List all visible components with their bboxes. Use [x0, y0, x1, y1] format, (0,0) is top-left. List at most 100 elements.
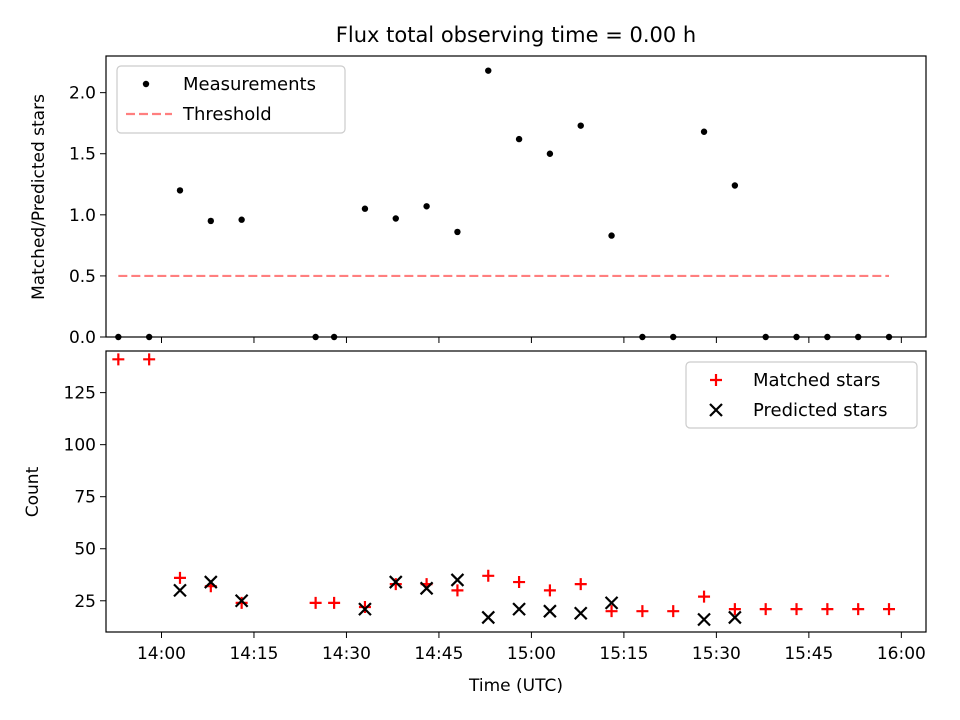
matched-star-point: [852, 603, 865, 616]
predicted-star-point: [358, 602, 372, 616]
matched-star-point: [698, 590, 711, 603]
top-panel: 0.0 0.5 1.0 1.5 2.0 Measurements Threshold: [69, 55, 927, 348]
measurement-point: [312, 333, 319, 341]
predicted-star-point: [573, 606, 588, 621]
matched-star-point: [543, 584, 556, 597]
legend-predicted-label: Predicted stars: [753, 400, 887, 421]
measurement-point: [330, 333, 338, 341]
matched-star-point: [636, 605, 649, 618]
legend-predicted-swatch: [709, 403, 723, 417]
measurement-point: [546, 150, 554, 157]
matched-star-point: [728, 603, 741, 616]
measurement-point: [392, 215, 399, 222]
matched-star-point: [328, 596, 341, 609]
matched-star-point: [883, 603, 896, 616]
matched-star-point: [605, 605, 618, 618]
predicted-star-point: [728, 610, 742, 625]
predicted-star-point: [512, 602, 526, 616]
y-tick-label: 100: [64, 436, 96, 456]
matched-star-point: [482, 569, 495, 582]
y-tick-label: 25: [74, 592, 96, 612]
y-tick-label: 2.0: [69, 84, 96, 104]
predicted-star-point: [204, 575, 218, 589]
legend-box: [685, 361, 918, 429]
x-axis-label: Time (UTC): [468, 676, 563, 696]
legend-measurements-label: Measurements: [183, 74, 316, 95]
measurement-point: [207, 217, 215, 225]
measurement-point: [670, 333, 677, 341]
x-tick-label: 15:00: [507, 644, 556, 664]
predicted-star-point: [234, 594, 249, 608]
matched-star-point: [143, 353, 156, 366]
measurement-point: [824, 333, 831, 341]
y-tick-label: 0.5: [69, 267, 96, 287]
bottom-legend: Matched stars Predicted stars: [685, 361, 918, 429]
predicted-star-point: [173, 583, 187, 598]
bottom-panel: 25 50 75 100 125 14:00 14:15 14:30 14:45 15:00 15:…: [64, 350, 927, 664]
predicted-star-point: [604, 596, 619, 610]
matched-star-point: [309, 596, 322, 609]
matched-star-point: [574, 578, 587, 591]
legend-box: [116, 65, 346, 134]
matched-star-point: [173, 571, 186, 584]
y-tick-label: 1.5: [69, 145, 96, 165]
y-tick-label: 50: [74, 540, 96, 560]
measurement-point: [423, 203, 430, 210]
measurement-point: [361, 205, 369, 212]
x-tick-label: 15:45: [784, 644, 833, 664]
matched-star-point: [821, 603, 834, 616]
measurement-point: [854, 333, 862, 341]
measurement-point: [577, 122, 584, 129]
predicted-star-point: [697, 612, 711, 627]
measurement-point: [793, 333, 800, 341]
measurement-point: [639, 333, 646, 341]
measurement-point: [115, 333, 122, 341]
matched-star-point: [759, 603, 772, 616]
measurement-point: [731, 182, 739, 189]
legend-threshold-label: Threshold: [182, 104, 272, 125]
y-tick-label: 75: [74, 488, 96, 508]
measurement-point: [608, 232, 615, 239]
y-tick-label: 0.0: [69, 328, 96, 348]
legend-matched-swatch: [710, 374, 722, 386]
measurement-point: [515, 135, 523, 143]
x-tick-label: 14:30: [322, 644, 371, 664]
predicted-star-point: [419, 581, 434, 596]
measurement-point: [485, 67, 492, 74]
y-tick-label: 125: [64, 384, 96, 404]
x-tick-label: 14:00: [137, 644, 186, 664]
measurement-point: [762, 333, 769, 341]
matched-star-point: [451, 584, 464, 597]
measurement-point: [700, 128, 708, 135]
matched-star-point: [235, 596, 248, 609]
top-y-axis-label: Matched/Predicted stars: [29, 94, 49, 300]
matched-star-point: [358, 601, 371, 614]
matched-star-point: [389, 578, 402, 591]
predicted-star-point: [450, 573, 465, 587]
legend-measurement-swatch: [142, 80, 150, 88]
plot-frame: [105, 55, 927, 338]
measurement-point: [238, 216, 245, 223]
x-tick-label: 14:45: [414, 644, 463, 664]
plot-frame: [105, 350, 927, 633]
x-tick-label: 15:15: [599, 644, 648, 664]
bottom-y-axis-label: Count: [23, 466, 43, 517]
predicted-star-point: [543, 604, 557, 618]
matched-star-point: [112, 353, 125, 366]
measurement-point: [176, 187, 184, 194]
x-tick-label: 15:30: [692, 644, 741, 664]
predicted-star-point: [481, 610, 496, 625]
x-tick-label: 14:15: [229, 644, 278, 664]
measurement-point: [145, 333, 153, 341]
matched-star-point: [513, 576, 526, 589]
chart-title: Flux total observing time = 0.00 h: [336, 23, 696, 47]
y-tick-label: 1.0: [69, 206, 96, 226]
matched-star-point: [790, 603, 803, 616]
matched-star-point: [667, 605, 680, 618]
legend-matched-label: Matched stars: [753, 370, 880, 391]
measurement-point: [885, 333, 893, 341]
measurement-point: [454, 228, 461, 236]
predicted-star-point: [388, 575, 403, 589]
top-legend: Measurements Threshold: [116, 65, 346, 134]
